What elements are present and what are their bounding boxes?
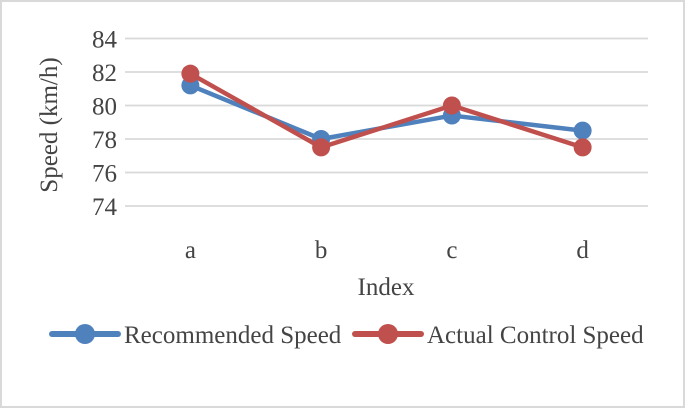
y-tick-label-84: 84: [92, 27, 118, 54]
marker-actual-control-speed-d: [573, 138, 592, 157]
y-tick-label-82: 82: [92, 60, 117, 87]
marker-actual-control-speed-a: [181, 64, 200, 83]
x-tick-label-d: d: [576, 237, 589, 264]
legend-marker-actual-control-speed: [378, 324, 398, 344]
x-tick-label-c: c: [446, 237, 457, 264]
x-tick-label-a: a: [185, 237, 196, 264]
x-tick-label-b: b: [315, 237, 328, 264]
y-axis-title: Speed (km/h): [36, 57, 63, 192]
y-tick-label-78: 78: [92, 127, 117, 154]
legend-label-actual-control-speed: Actual Control Speed: [427, 322, 644, 349]
marker-recommended-speed-d: [573, 121, 592, 140]
marker-actual-control-speed-c: [442, 96, 461, 115]
y-tick-label-74: 74: [92, 194, 118, 221]
marker-actual-control-speed-b: [312, 138, 331, 157]
legend-marker-recommended-speed: [75, 324, 95, 344]
y-tick-label-76: 76: [92, 161, 117, 188]
x-axis-title: Index: [358, 274, 415, 301]
y-tick-label-80: 80: [92, 94, 117, 121]
series-line-actual-control-speed: [188, 71, 585, 150]
legend-label-recommended-speed: Recommended Speed: [124, 322, 342, 349]
series-line-recommended-speed: [188, 83, 585, 142]
